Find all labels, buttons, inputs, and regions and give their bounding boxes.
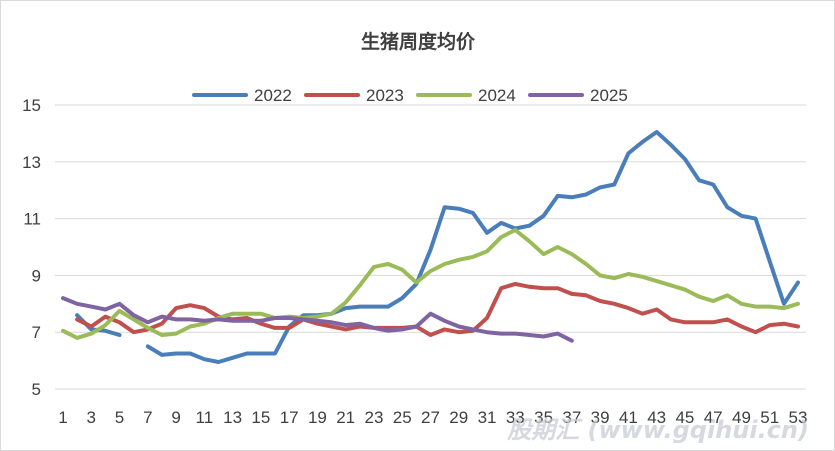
x-tick-label-3: 3 (87, 408, 96, 427)
legend: 2022 2023 2024 2025 (192, 86, 628, 105)
x-tick-label-41: 41 (619, 408, 638, 427)
x-tick-label-51: 51 (760, 408, 779, 427)
y-tick-label-9: 9 (32, 266, 41, 285)
x-tick-label-7: 7 (143, 408, 152, 427)
y-tick-label-11: 11 (23, 210, 41, 229)
x-tick-label-39: 39 (591, 408, 610, 427)
x-tick-label-17: 17 (280, 408, 299, 427)
x-tick-label-29: 29 (449, 408, 468, 427)
x-tick-label-15: 15 (251, 408, 270, 427)
x-tick-label-13: 13 (223, 408, 242, 427)
legend-label-2024: 2024 (478, 86, 516, 105)
chart-title: 生猪周度均价 (361, 30, 476, 53)
x-tick-label-23: 23 (365, 408, 384, 427)
series-lines (61, 130, 800, 364)
y-tick-label-7: 7 (32, 323, 41, 342)
x-tick-label-43: 43 (647, 408, 666, 427)
x-tick-label-33: 33 (506, 408, 525, 427)
x-tick-label-5: 5 (115, 408, 124, 427)
x-tick-label-11: 11 (196, 408, 214, 427)
y-tick-label-15: 15 (22, 96, 41, 115)
legend-label-2023: 2023 (366, 86, 404, 105)
legend-label-2025: 2025 (590, 86, 628, 105)
x-tick-label-49: 49 (732, 408, 751, 427)
x-axis-ticks: 1 3 5 7 9 11 13 15 17 19 21 23 25 27 29 31 33 35 37 39 41 43 4… (58, 408, 807, 427)
y-tick-label-5: 5 (32, 380, 41, 399)
x-tick-label-37: 37 (562, 408, 581, 427)
x-tick-label-9: 9 (171, 408, 180, 427)
x-tick-label-53: 53 (789, 408, 808, 427)
y-tick-label-13: 13 (22, 153, 41, 172)
y-axis-ticks: 5 7 9 11 13 15 (22, 96, 41, 399)
x-tick-label-25: 25 (393, 408, 412, 427)
x-tick-label-45: 45 (675, 408, 694, 427)
x-tick-label-27: 27 (421, 408, 440, 427)
series-line-2023 (75, 281, 800, 337)
x-tick-label-1: 1 (58, 408, 67, 427)
x-tick-label-19: 19 (308, 408, 327, 427)
x-tick-label-35: 35 (534, 408, 553, 427)
x-tick-label-47: 47 (704, 408, 723, 427)
x-tick-label-31: 31 (478, 408, 497, 427)
legend-label-2022: 2022 (254, 86, 292, 105)
watermark: 股期汇 (www.gqihui.cn) (506, 416, 809, 444)
x-tick-label-21: 21 (336, 408, 355, 427)
